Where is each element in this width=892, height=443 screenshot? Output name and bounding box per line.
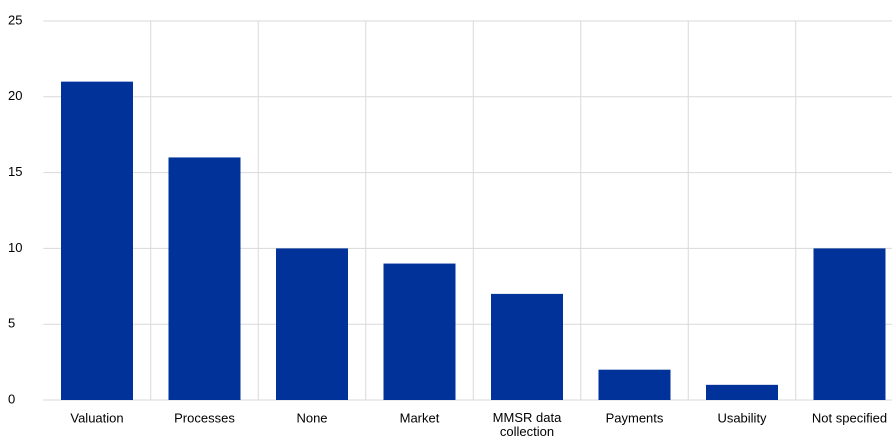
x-tick-label: Payments <box>606 410 664 425</box>
bar <box>168 157 241 400</box>
y-tick-label: 10 <box>8 240 22 255</box>
x-tick-label: Not specified <box>812 410 887 425</box>
bar <box>383 263 456 400</box>
y-tick-label: 15 <box>8 164 22 179</box>
x-tick-label: Usability <box>717 410 767 425</box>
bar <box>61 81 133 400</box>
y-tick-label: 20 <box>8 88 22 103</box>
bar <box>276 248 348 400</box>
bar <box>813 248 886 400</box>
x-tick-label: Processes <box>174 410 235 425</box>
x-tick-label: Market <box>400 410 440 425</box>
x-tick-label: MMSR data collection <box>493 410 562 439</box>
x-tick-label: Valuation <box>70 410 123 425</box>
y-tick-label: 25 <box>8 12 22 27</box>
y-tick-label: 5 <box>8 316 15 331</box>
x-tick-label: None <box>296 410 327 425</box>
bar <box>598 369 671 400</box>
bar <box>706 384 778 400</box>
bar <box>491 293 563 400</box>
y-tick-label: 0 <box>8 391 15 406</box>
